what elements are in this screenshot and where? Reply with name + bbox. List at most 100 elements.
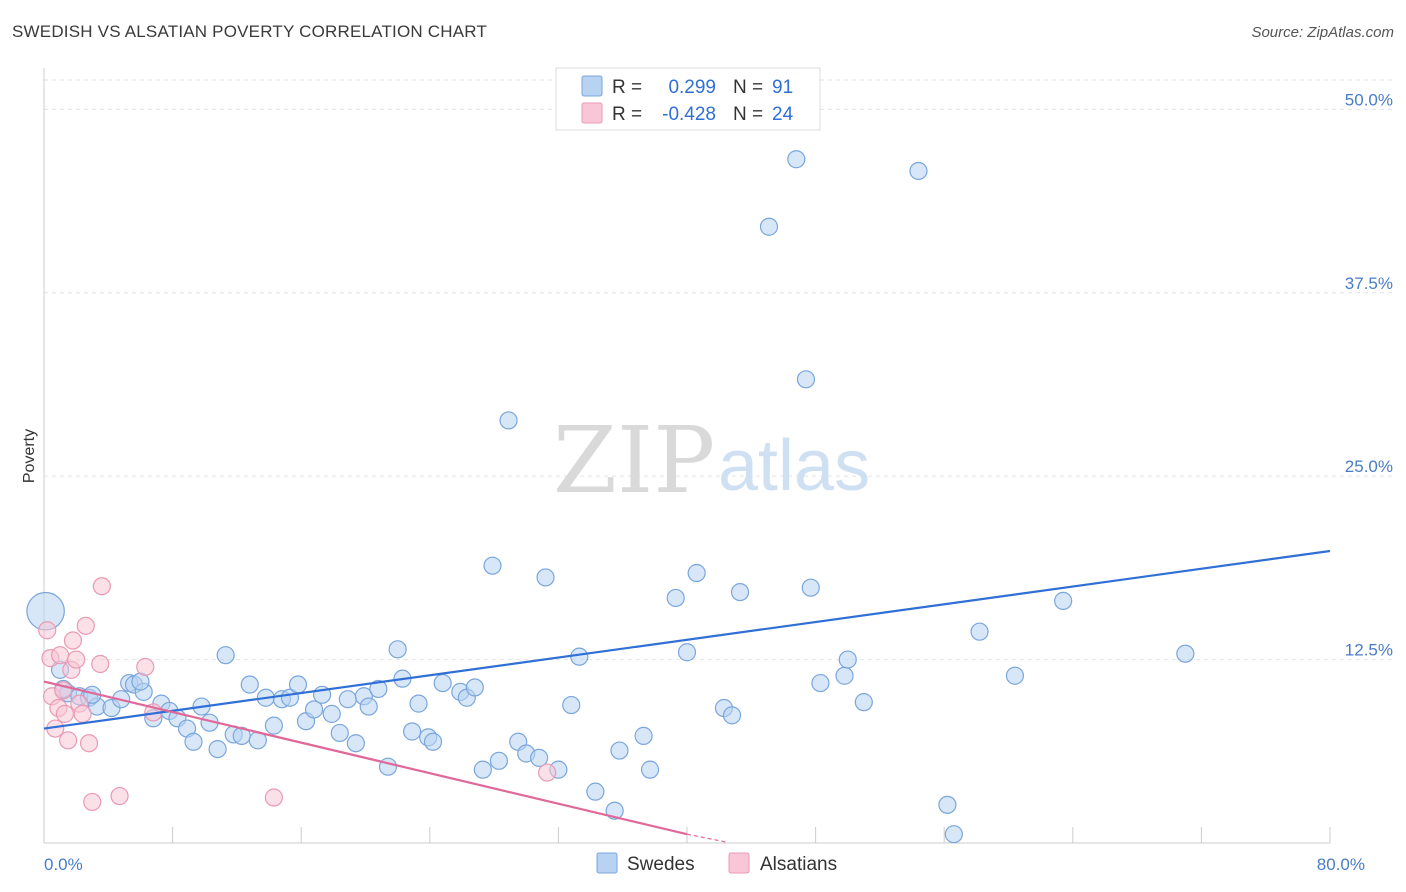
swedes-point — [1176, 644, 1195, 663]
trend-lines — [43, 549, 1331, 843]
swedes-point — [338, 690, 357, 709]
swedes-point — [835, 666, 854, 685]
legend-n-label-swedes: N = — [733, 77, 763, 98]
y-tick-label: 12.5% — [1345, 641, 1393, 660]
swedes-point — [640, 760, 660, 779]
alsatians-point — [136, 657, 155, 677]
swedes-point — [288, 675, 308, 694]
swedes-point — [184, 732, 203, 751]
alsatians-point — [76, 616, 95, 635]
swedes-point — [634, 726, 653, 745]
swedes-point — [359, 697, 378, 716]
alsatians-trend-line — [43, 680, 688, 836]
watermark-atlas: atlas — [718, 426, 870, 506]
tick-labels: 12.5% 25.0% 37.5% 50.0% 0.0% 80.0% — [44, 90, 1393, 874]
swedes-point — [838, 650, 857, 669]
legend-swatch-swedes — [581, 75, 603, 97]
swedes-point — [346, 734, 365, 753]
swedes-point — [801, 578, 820, 597]
y-tick-label: 25.0% — [1345, 457, 1393, 476]
source-credit: Source: ZipAtlas.com — [1251, 24, 1394, 41]
swedes-point — [473, 760, 492, 779]
bottom-legend-swatch-swedes — [596, 852, 618, 874]
legend-n-value-swedes: 91 — [772, 77, 793, 98]
x-tick-label: 0.0% — [44, 855, 83, 874]
legend-n-value-alsatians: 24 — [772, 104, 794, 125]
legend-r-label-alsatians: R = — [612, 104, 642, 125]
y-tick-label: 50.0% — [1345, 90, 1393, 109]
swedes-points — [26, 150, 1195, 844]
watermark: ZIP atlas — [553, 407, 870, 514]
legend-swatch-alsatians — [581, 102, 603, 124]
swedes-point — [499, 411, 518, 430]
alsatians-point — [50, 646, 70, 665]
swedes-point — [909, 161, 928, 181]
swedes-point — [264, 716, 283, 735]
alsatians-point — [67, 650, 86, 669]
swedes-point — [666, 588, 685, 608]
axes — [43, 68, 1331, 844]
grid-lines — [44, 79, 1394, 661]
y-tick-label: 37.5% — [1345, 274, 1393, 293]
alsatians-point — [59, 731, 78, 750]
swedes-point — [938, 795, 957, 814]
x-tick-label: 80.0% — [1317, 855, 1365, 874]
alsatians-point — [110, 786, 129, 806]
swedes-point — [610, 741, 629, 760]
swedes-point — [216, 646, 235, 665]
swedes-point — [369, 679, 388, 699]
swedes-point — [570, 647, 589, 666]
swedes-point — [970, 622, 989, 641]
swedes-point — [944, 825, 963, 844]
swedes-point — [465, 678, 484, 697]
swedes-point — [1054, 591, 1073, 610]
swedes-point — [322, 704, 341, 723]
swedes-point — [240, 675, 259, 694]
swedes-point — [530, 748, 549, 767]
swedes-point — [722, 706, 742, 725]
swedes-point — [208, 739, 227, 759]
swedes-point — [489, 751, 509, 770]
swedes-point — [409, 694, 428, 713]
swedes-point — [483, 556, 502, 575]
swedes-point — [388, 640, 407, 659]
bottom-legend-swatch-alsatians — [728, 852, 750, 874]
alsatians-trend-extension — [686, 833, 728, 843]
alsatians-point — [55, 704, 74, 723]
watermark-zip: ZIP — [553, 407, 715, 514]
legend-n-label-alsatians: N = — [733, 104, 763, 125]
swedes-point — [811, 673, 830, 693]
swedes-point — [403, 722, 422, 741]
swedes-point — [423, 732, 443, 751]
swedes-point — [787, 150, 806, 169]
swedes-point — [759, 217, 779, 236]
alsatians-point — [63, 631, 83, 650]
swedes-trend-line — [43, 549, 1331, 730]
swedes-point — [854, 693, 873, 712]
alsatians-point — [538, 763, 557, 782]
alsatians-point — [264, 788, 283, 807]
series-legend: Swedes Alsatians — [596, 852, 837, 875]
legend-r-value-alsatians: -0.428 — [662, 104, 716, 125]
swedes-point — [304, 700, 324, 719]
swedes-point — [730, 582, 750, 602]
swedes-point — [677, 643, 697, 662]
swedes-point — [586, 782, 605, 801]
alsatians-point — [91, 654, 110, 674]
alsatians-point — [38, 621, 57, 640]
swedes-point — [562, 695, 581, 715]
bottom-legend-label-swedes: Swedes — [627, 854, 695, 875]
swedes-point — [433, 673, 452, 693]
alsatians-point — [83, 792, 102, 812]
alsatians-point — [92, 577, 111, 596]
swedes-point — [1005, 666, 1025, 685]
y-axis-title: Poverty — [21, 429, 38, 483]
swedes-point — [796, 370, 816, 389]
legend-r-label-swedes: R = — [612, 77, 642, 98]
bottom-legend-label-alsatians: Alsatians — [760, 854, 837, 875]
chart-title: SWEDISH VS ALSATIAN POVERTY CORRELATION … — [12, 22, 488, 41]
correlation-legend: R = 0.299 N = 91 R = -0.428 N = 24 — [555, 67, 821, 131]
alsatians-point — [73, 704, 92, 723]
swedes-point — [330, 723, 349, 743]
